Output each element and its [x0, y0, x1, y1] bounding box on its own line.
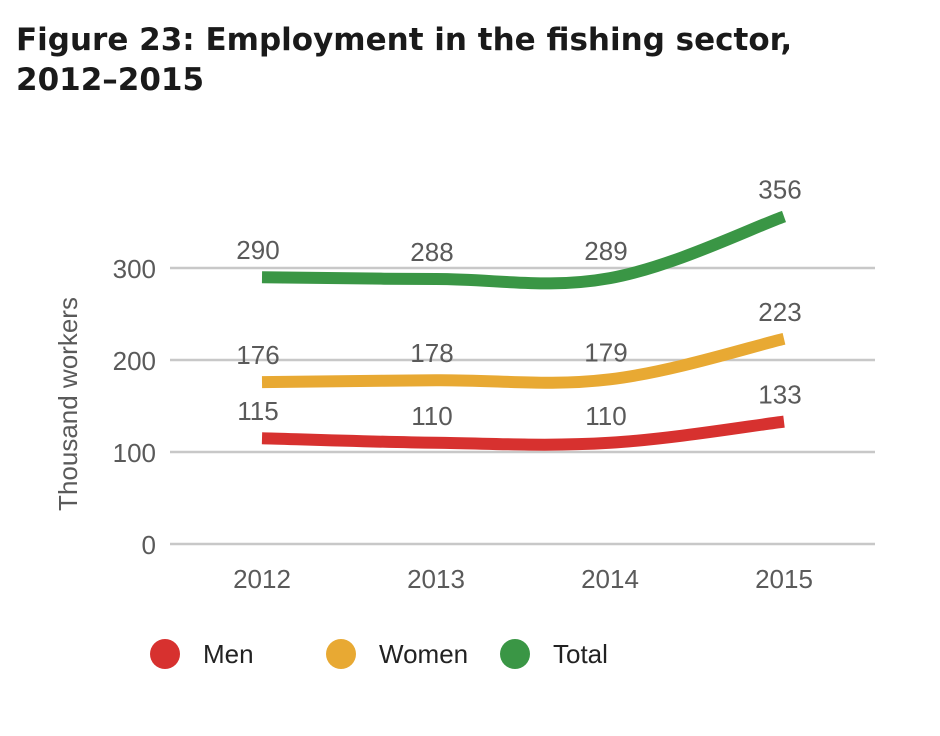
x-tick-label: 2014: [581, 564, 639, 594]
y-tick-label: 200: [113, 346, 156, 376]
legend-swatch-total: [500, 639, 530, 669]
legend-swatch-women: [326, 639, 356, 669]
legend-label-total: Total: [553, 639, 608, 669]
legend: Men Women Total: [150, 639, 608, 669]
x-tick-label: 2015: [755, 564, 813, 594]
data-label-women: 176: [236, 340, 279, 370]
series-lines: [261, 210, 787, 451]
data-label-total: 290: [236, 235, 279, 265]
data-label-women: 179: [584, 337, 627, 367]
series-line-women: [261, 332, 786, 389]
y-tick-label: 0: [142, 530, 156, 560]
data-label-men: 110: [411, 401, 452, 431]
grid-lines: [170, 266, 875, 546]
y-tick-label: 100: [113, 438, 156, 468]
legend-label-women: Women: [379, 639, 468, 669]
data-label-women: 178: [410, 338, 453, 368]
data-label-men: 115: [237, 396, 278, 426]
series-line-men: [261, 415, 785, 451]
y-axis-title: Thousand workers: [53, 297, 83, 511]
data-label-men: 133: [758, 380, 801, 410]
y-axis-ticks: 0 100 200 300: [113, 254, 156, 560]
chart-title: Figure 23: Employment in the fishing sec…: [16, 22, 793, 98]
x-axis-ticks: 2012 2013 2014 2015: [233, 564, 813, 594]
data-label-women: 223: [758, 297, 801, 327]
data-labels: 115 110 110 133 176 178 179 223 290 288 289 356: [236, 174, 801, 430]
legend-swatch-men: [150, 639, 180, 669]
data-label-men: 110: [585, 401, 626, 431]
x-tick-label: 2013: [407, 564, 465, 594]
data-label-total: 288: [410, 237, 453, 267]
data-label-total: 356: [758, 174, 801, 204]
legend-label-men: Men: [203, 639, 254, 669]
y-tick-label: 300: [113, 254, 156, 284]
data-label-total: 289: [584, 236, 627, 266]
x-tick-label: 2012: [233, 564, 291, 594]
series-line-total: [261, 210, 787, 290]
